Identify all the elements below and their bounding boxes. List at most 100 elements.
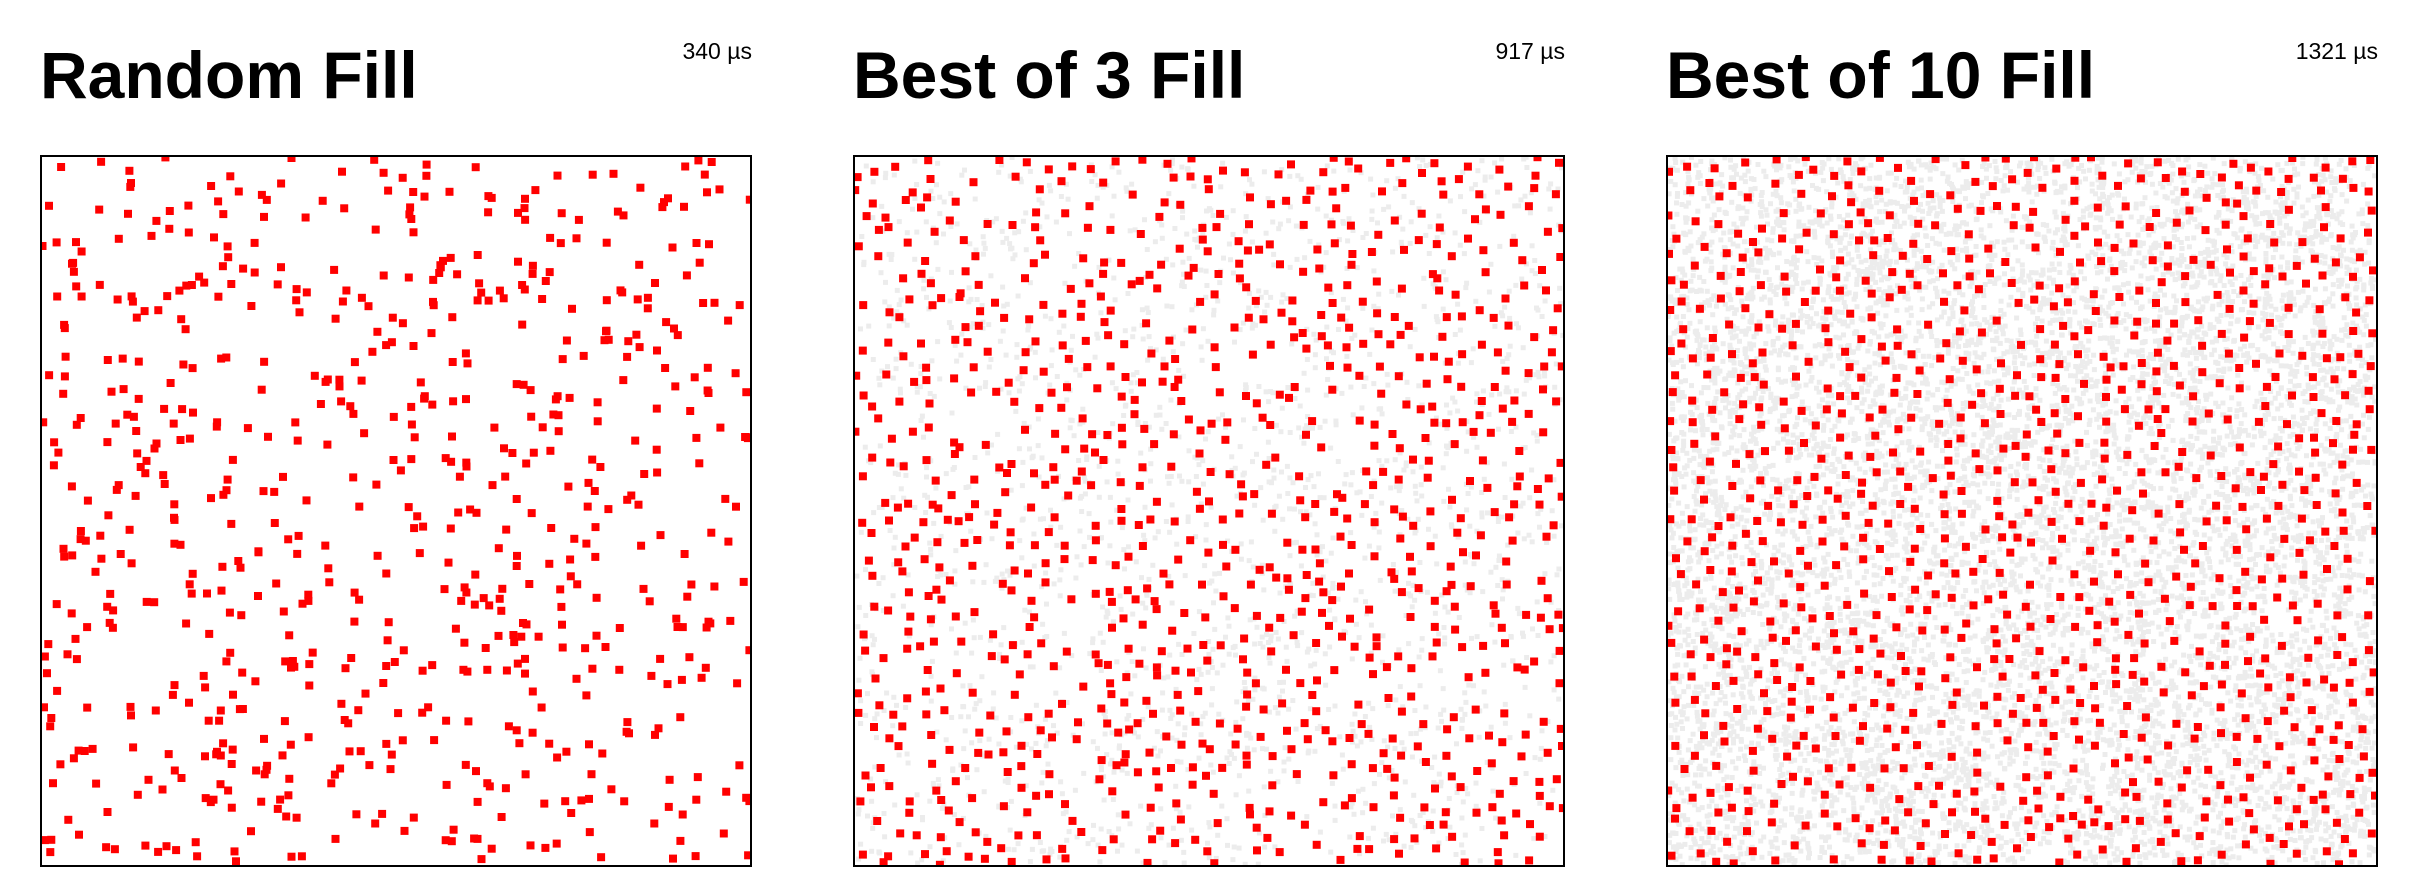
- sample-point: [545, 559, 554, 568]
- rejected-candidate: [1112, 297, 1118, 303]
- sample-point: [521, 194, 529, 203]
- sample-point: [1135, 659, 1144, 668]
- sample-point: [1458, 350, 1467, 359]
- rejected-candidate: [1311, 331, 1317, 337]
- rejected-candidate: [2225, 690, 2231, 696]
- sample-point: [429, 301, 438, 310]
- rejected-candidate: [1223, 424, 1228, 430]
- rejected-candidate: [1687, 457, 1693, 463]
- sample-point: [1138, 542, 1147, 550]
- rejected-candidate: [1258, 485, 1264, 491]
- sample-point: [1007, 857, 1016, 865]
- sample-point: [1558, 742, 1563, 750]
- sample-point: [1557, 362, 1563, 371]
- rejected-candidate: [966, 484, 972, 490]
- rejected-candidate: [1780, 702, 1786, 708]
- sample-point: [487, 193, 496, 202]
- rejected-candidate: [1360, 786, 1366, 792]
- sample-point: [373, 551, 382, 560]
- sample-point: [195, 272, 204, 281]
- sample-point: [705, 240, 713, 249]
- rejected-candidate: [1165, 674, 1171, 680]
- sample-point: [1299, 267, 1308, 276]
- rejected-candidate: [1198, 344, 1204, 350]
- sample-point: [557, 602, 566, 611]
- rejected-candidate: [1169, 161, 1175, 167]
- rejected-candidate: [877, 850, 883, 856]
- rejected-candidate: [1240, 320, 1246, 326]
- rejected-candidate: [990, 219, 996, 225]
- sample-point: [1152, 605, 1161, 614]
- rejected-candidate: [1007, 173, 1013, 179]
- sample-point: [1397, 751, 1406, 760]
- rejected-candidate: [1264, 746, 1270, 752]
- rejected-candidate: [1423, 163, 1429, 168]
- sample-point: [461, 349, 470, 358]
- rejected-candidate: [1339, 752, 1345, 758]
- sample-point: [582, 691, 591, 700]
- rejected-candidate: [1308, 473, 1314, 479]
- rejected-candidate: [1427, 224, 1433, 230]
- rejected-candidate: [1279, 299, 1285, 305]
- sample-point: [446, 253, 455, 262]
- sample-point: [588, 170, 597, 179]
- sample-point: [1473, 767, 1482, 775]
- sample-point: [1343, 363, 1352, 372]
- sample-point: [1379, 749, 1388, 758]
- rejected-candidate: [904, 230, 910, 236]
- rejected-candidate: [1496, 558, 1502, 563]
- rejected-candidate: [1464, 280, 1470, 286]
- rejected-candidate: [1369, 327, 1375, 333]
- rejected-candidate: [1036, 197, 1042, 203]
- rejected-candidate: [1535, 633, 1541, 638]
- rejected-candidate: [1529, 539, 1535, 545]
- sample-point: [1347, 260, 1356, 269]
- rejected-candidate: [1545, 719, 1551, 724]
- sample-point: [733, 679, 742, 688]
- rejected-candidate: [2100, 634, 2106, 640]
- rejected-candidate: [1031, 531, 1037, 537]
- sample-point: [1207, 419, 1216, 428]
- rejected-candidate: [1826, 752, 1832, 758]
- rejected-candidate: [1473, 780, 1479, 786]
- sample-point: [912, 831, 921, 840]
- rejected-candidate: [943, 572, 949, 577]
- rejected-candidate: [1986, 448, 1992, 454]
- rejected-candidate: [1101, 797, 1107, 803]
- sample-point: [1128, 190, 1137, 199]
- sample-point: [1245, 803, 1254, 812]
- rejected-candidate: [1301, 370, 1307, 376]
- rejected-candidate: [1495, 583, 1501, 588]
- sample-point: [916, 642, 925, 651]
- sample-point: [1302, 195, 1311, 204]
- rejected-candidate: [1477, 219, 1483, 225]
- rejected-candidate: [1430, 828, 1436, 834]
- rejected-candidate: [2143, 534, 2149, 540]
- rejected-candidate: [1189, 711, 1195, 717]
- sample-point: [1282, 196, 1291, 205]
- rejected-candidate: [2042, 725, 2048, 731]
- rejected-candidate: [1271, 262, 1277, 268]
- rejected-candidate: [1058, 524, 1064, 530]
- rejected-candidate: [1554, 572, 1560, 578]
- sample-point: [1045, 770, 1054, 779]
- sample-point: [1010, 690, 1019, 699]
- sample-point: [382, 662, 391, 670]
- rejected-candidate: [1356, 788, 1361, 794]
- rejected-candidate: [927, 798, 933, 804]
- rejected-candidate: [1238, 280, 1243, 286]
- rejected-candidate: [1782, 295, 1788, 301]
- rejected-candidate: [1003, 352, 1009, 358]
- rejected-candidate: [1181, 860, 1187, 865]
- timing-label: 1321 µs: [2295, 38, 2378, 64]
- sample-point: [1369, 803, 1378, 812]
- sample-point: [722, 787, 731, 796]
- sample-point: [703, 188, 711, 197]
- rejected-candidate: [2284, 662, 2290, 668]
- sample-point: [955, 818, 964, 827]
- sample-point: [1535, 791, 1544, 800]
- rejected-candidate: [1439, 592, 1445, 598]
- rejected-candidate: [1377, 771, 1382, 777]
- sample-point: [59, 544, 68, 553]
- rejected-candidate: [901, 318, 907, 324]
